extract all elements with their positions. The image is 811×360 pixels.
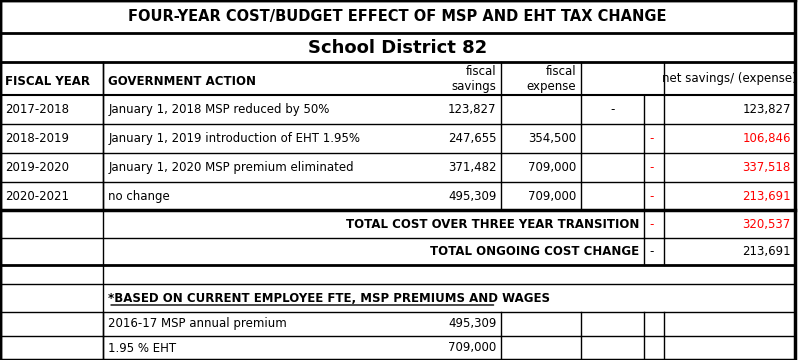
Text: 2016-17 MSP annual premium: 2016-17 MSP annual premium xyxy=(108,318,287,330)
Text: TOTAL ONGOING COST CHANGE: TOTAL ONGOING COST CHANGE xyxy=(431,245,640,258)
Text: 2017-2018: 2017-2018 xyxy=(5,103,69,116)
Text: School District 82: School District 82 xyxy=(308,39,487,57)
Text: 2018-2019: 2018-2019 xyxy=(5,132,69,145)
Text: fiscal
savings: fiscal savings xyxy=(452,65,496,93)
Text: 106,846: 106,846 xyxy=(742,132,791,145)
Text: 247,655: 247,655 xyxy=(448,132,496,145)
Text: 337,518: 337,518 xyxy=(742,161,791,174)
Text: 371,482: 371,482 xyxy=(448,161,496,174)
Text: net savings/ (expense): net savings/ (expense) xyxy=(663,72,797,85)
Text: 495,309: 495,309 xyxy=(448,318,496,330)
Text: *BASED ON CURRENT EMPLOYEE FTE, MSP PREMIUMS AND WAGES: *BASED ON CURRENT EMPLOYEE FTE, MSP PREM… xyxy=(108,292,550,305)
Text: GOVERNMENT ACTION: GOVERNMENT ACTION xyxy=(108,75,256,88)
Text: January 1, 2018 MSP reduced by 50%: January 1, 2018 MSP reduced by 50% xyxy=(108,103,329,116)
Text: -: - xyxy=(649,161,654,174)
Text: -: - xyxy=(649,245,654,258)
Text: -: - xyxy=(649,132,654,145)
Text: 2020-2021: 2020-2021 xyxy=(5,190,69,203)
Text: 709,000: 709,000 xyxy=(528,161,576,174)
Text: -: - xyxy=(649,218,654,231)
Text: FISCAL YEAR: FISCAL YEAR xyxy=(5,75,90,88)
Text: FOUR-YEAR COST/BUDGET EFFECT OF MSP AND EHT TAX CHANGE: FOUR-YEAR COST/BUDGET EFFECT OF MSP AND … xyxy=(128,9,667,24)
Text: January 1, 2019 introduction of EHT 1.95%: January 1, 2019 introduction of EHT 1.95… xyxy=(108,132,360,145)
Text: 709,000: 709,000 xyxy=(448,342,496,355)
Text: January 1, 2020 MSP premium eliminated: January 1, 2020 MSP premium eliminated xyxy=(108,161,354,174)
Text: 123,827: 123,827 xyxy=(742,103,791,116)
Text: fiscal
expense: fiscal expense xyxy=(526,65,576,93)
Text: -: - xyxy=(649,190,654,203)
Text: 354,500: 354,500 xyxy=(528,132,576,145)
Text: 709,000: 709,000 xyxy=(528,190,576,203)
Text: 213,691: 213,691 xyxy=(742,245,791,258)
Text: 123,827: 123,827 xyxy=(448,103,496,116)
Text: TOTAL COST OVER THREE YEAR TRANSITION: TOTAL COST OVER THREE YEAR TRANSITION xyxy=(346,218,640,231)
Text: 2019-2020: 2019-2020 xyxy=(5,161,69,174)
Text: 213,691: 213,691 xyxy=(742,190,791,203)
Text: 1.95 % EHT: 1.95 % EHT xyxy=(108,342,176,355)
Text: 320,537: 320,537 xyxy=(742,218,791,231)
Text: no change: no change xyxy=(108,190,170,203)
Text: 495,309: 495,309 xyxy=(448,190,496,203)
Text: -: - xyxy=(611,103,615,116)
